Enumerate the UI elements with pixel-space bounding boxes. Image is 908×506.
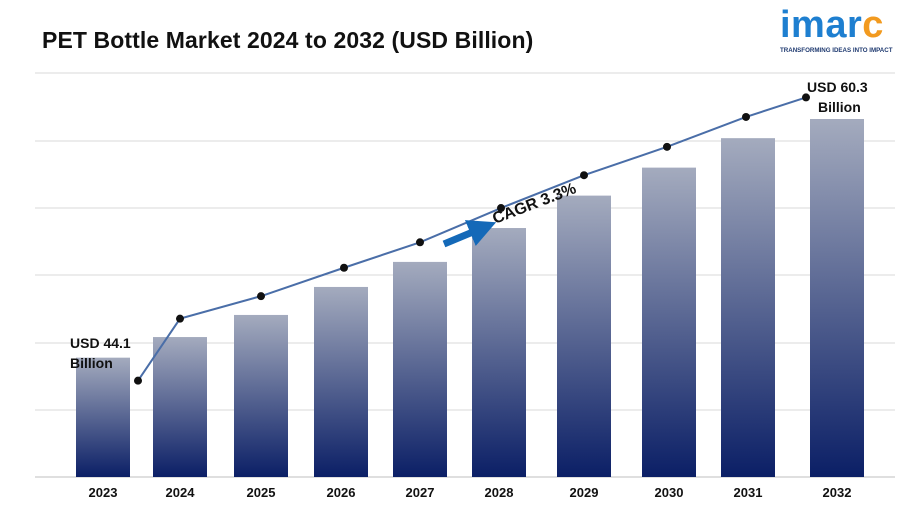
trend-point-2026 bbox=[340, 263, 348, 272]
logo-word-part2: c bbox=[862, 4, 884, 46]
end-value-label: USD 60.3 bbox=[807, 79, 868, 95]
start-value-label: USD 44.1 bbox=[70, 335, 131, 351]
x-tick-label: 2028 bbox=[485, 485, 514, 500]
bar-2027 bbox=[393, 261, 447, 477]
x-tick-label: 2030 bbox=[655, 485, 684, 500]
imarc-logo: imarc TRANSFORMING IDEAS INTO IMPACT bbox=[780, 4, 900, 58]
x-tick-label: 2024 bbox=[166, 485, 196, 500]
trend-point-2031 bbox=[742, 112, 750, 121]
bar-2031 bbox=[721, 138, 775, 477]
x-axis-ticks: 2023 2024 2025 2026 2027 2028 2029 2030 2031 2032 bbox=[89, 485, 852, 500]
trend-line bbox=[137, 96, 807, 382]
trend-point-2030 bbox=[663, 142, 671, 151]
x-tick-label: 2023 bbox=[89, 485, 118, 500]
bar-2028 bbox=[472, 228, 526, 477]
logo-wordmark: imarc bbox=[780, 4, 884, 47]
x-tick-label: 2025 bbox=[247, 485, 276, 500]
start-value-unit: Billion bbox=[70, 355, 113, 371]
trend-point-2028 bbox=[497, 204, 505, 213]
x-tick-label: 2027 bbox=[406, 485, 435, 500]
trend-point-2025 bbox=[257, 292, 265, 301]
bars bbox=[76, 119, 864, 477]
trend-point-2027 bbox=[416, 238, 424, 247]
trend-point-2032 bbox=[802, 93, 810, 102]
bar-2025 bbox=[234, 314, 288, 477]
trend-point-2023 bbox=[134, 376, 142, 385]
page-title: PET Bottle Market 2024 to 2032 (USD Bill… bbox=[42, 27, 534, 53]
trend-line-group bbox=[134, 93, 810, 385]
bar-2023 bbox=[76, 357, 130, 477]
trend-point-2024 bbox=[176, 314, 184, 323]
bar-2032 bbox=[810, 119, 864, 477]
x-tick-label: 2032 bbox=[823, 485, 852, 500]
end-value-unit: Billion bbox=[818, 99, 861, 115]
bar-2029 bbox=[557, 195, 611, 477]
x-tick-label: 2031 bbox=[734, 485, 763, 500]
trend-point-2029 bbox=[580, 171, 588, 180]
logo-word-part1: imar bbox=[780, 4, 863, 46]
logo-tagline: TRANSFORMING IDEAS INTO IMPACT bbox=[780, 47, 893, 54]
bar-2026 bbox=[314, 286, 368, 477]
x-tick-label: 2029 bbox=[570, 485, 599, 500]
bar-2030 bbox=[642, 167, 696, 477]
bar-2024 bbox=[153, 337, 207, 477]
cagr-arrow bbox=[442, 220, 497, 248]
x-tick-label: 2026 bbox=[327, 485, 356, 500]
